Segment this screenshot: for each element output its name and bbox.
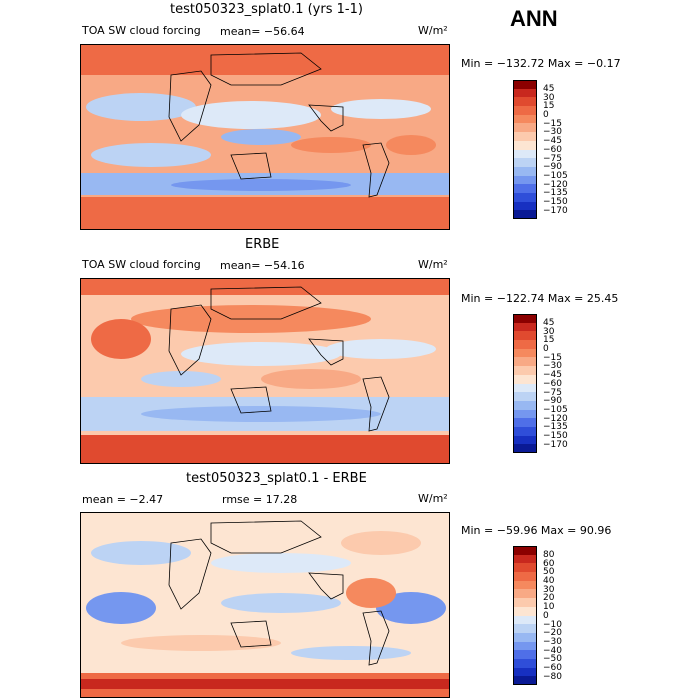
panel3-colorbar-labels: 80 60 50 40 30 20 10 0 −10 −20 −30 −40 −50 −60 −80 xyxy=(543,550,562,682)
panel2-colorbar xyxy=(513,314,537,453)
panel1-title: test050323_splat0.1 (yrs 1-1) xyxy=(170,2,363,17)
panel2-mean: mean= −54.16 xyxy=(220,259,305,272)
panel1-units: W/m² xyxy=(418,24,448,37)
panel1-map xyxy=(80,44,450,230)
panel1-colorbar-labels: 45 30 15 0 −15 −30 −45 −60 −75 −90 −105 −120 −135 −15… xyxy=(543,84,568,216)
panel2-minmax: Min = −122.74 Max = 25.45 xyxy=(461,292,619,305)
panel2-map xyxy=(80,278,450,464)
panel1-colorbar xyxy=(513,80,537,219)
panel1-variable: TOA SW cloud forcing xyxy=(82,24,201,37)
panel2-title: ERBE xyxy=(245,237,280,252)
panel2-map-field xyxy=(81,279,449,463)
panel3-map-field xyxy=(81,513,449,697)
panel2-variable: TOA SW cloud forcing xyxy=(82,258,201,271)
season-label: ANN xyxy=(510,6,558,31)
panel3-rmse: rmse = 17.28 xyxy=(222,493,298,506)
panel3-units: W/m² xyxy=(418,492,448,505)
panel1-map-field xyxy=(81,45,449,229)
panel1-minmax: Min = −132.72 Max = −0.17 xyxy=(461,57,621,70)
panel3-mean: mean = −2.47 xyxy=(82,493,164,506)
panel1-mean: mean= −56.64 xyxy=(220,25,305,38)
panel3-map xyxy=(80,512,450,698)
panel3-colorbar xyxy=(513,546,537,685)
panel3-minmax: Min = −59.96 Max = 90.96 xyxy=(461,524,612,537)
panel2-colorbar-labels: 45 30 15 0 −15 −30 −45 −60 −75 −90 −105 −120 −135 −15… xyxy=(543,318,568,450)
panel2-units: W/m² xyxy=(418,258,448,271)
panel3-title: test050323_splat0.1 - ERBE xyxy=(186,471,367,486)
